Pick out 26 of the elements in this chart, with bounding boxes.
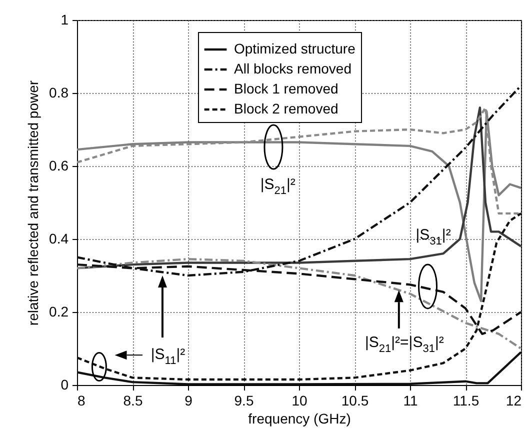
x-tick-label: 8.5 <box>123 392 143 408</box>
legend-label: Block 1 removed <box>234 80 338 96</box>
x-tick-label: 9.5 <box>234 392 254 408</box>
annotation: |S$_{21}$|² <box>260 176 296 197</box>
x-axis-title: frequency (GHz) <box>248 410 351 426</box>
y-tick-label: 1 <box>60 12 69 28</box>
y-tick-label: 0.6 <box>49 158 69 174</box>
x-tick-label: 10.5 <box>341 392 369 408</box>
y-axis-title: relative reflected and transmitted power <box>25 80 42 326</box>
annotation: |S$_{21}$|²=|S$_{31}$|² <box>365 334 444 355</box>
annotation: |S$_{11}$|² <box>150 346 186 367</box>
x-tick-label: 10 <box>292 392 308 408</box>
x-tick-label: 11 <box>403 392 418 408</box>
y-tick-label: 0 <box>60 376 69 392</box>
line-series <box>77 212 521 381</box>
legend-label: Optimized structure <box>234 40 356 56</box>
x-tick-label: 12 <box>506 392 522 408</box>
x-tick-label: 9 <box>184 392 193 408</box>
legend-label: Block 2 removed <box>234 100 338 116</box>
x-tick-label: 8 <box>78 392 86 408</box>
y-tick-label: 0.2 <box>49 304 69 320</box>
x-tick-label: 11.5 <box>452 392 480 408</box>
legend-label: All blocks removed <box>234 60 352 76</box>
y-tick-label: 0.4 <box>49 230 69 246</box>
annotation: |S$_{31}$|² <box>416 226 451 248</box>
y-tick-label: 0.8 <box>49 84 69 100</box>
